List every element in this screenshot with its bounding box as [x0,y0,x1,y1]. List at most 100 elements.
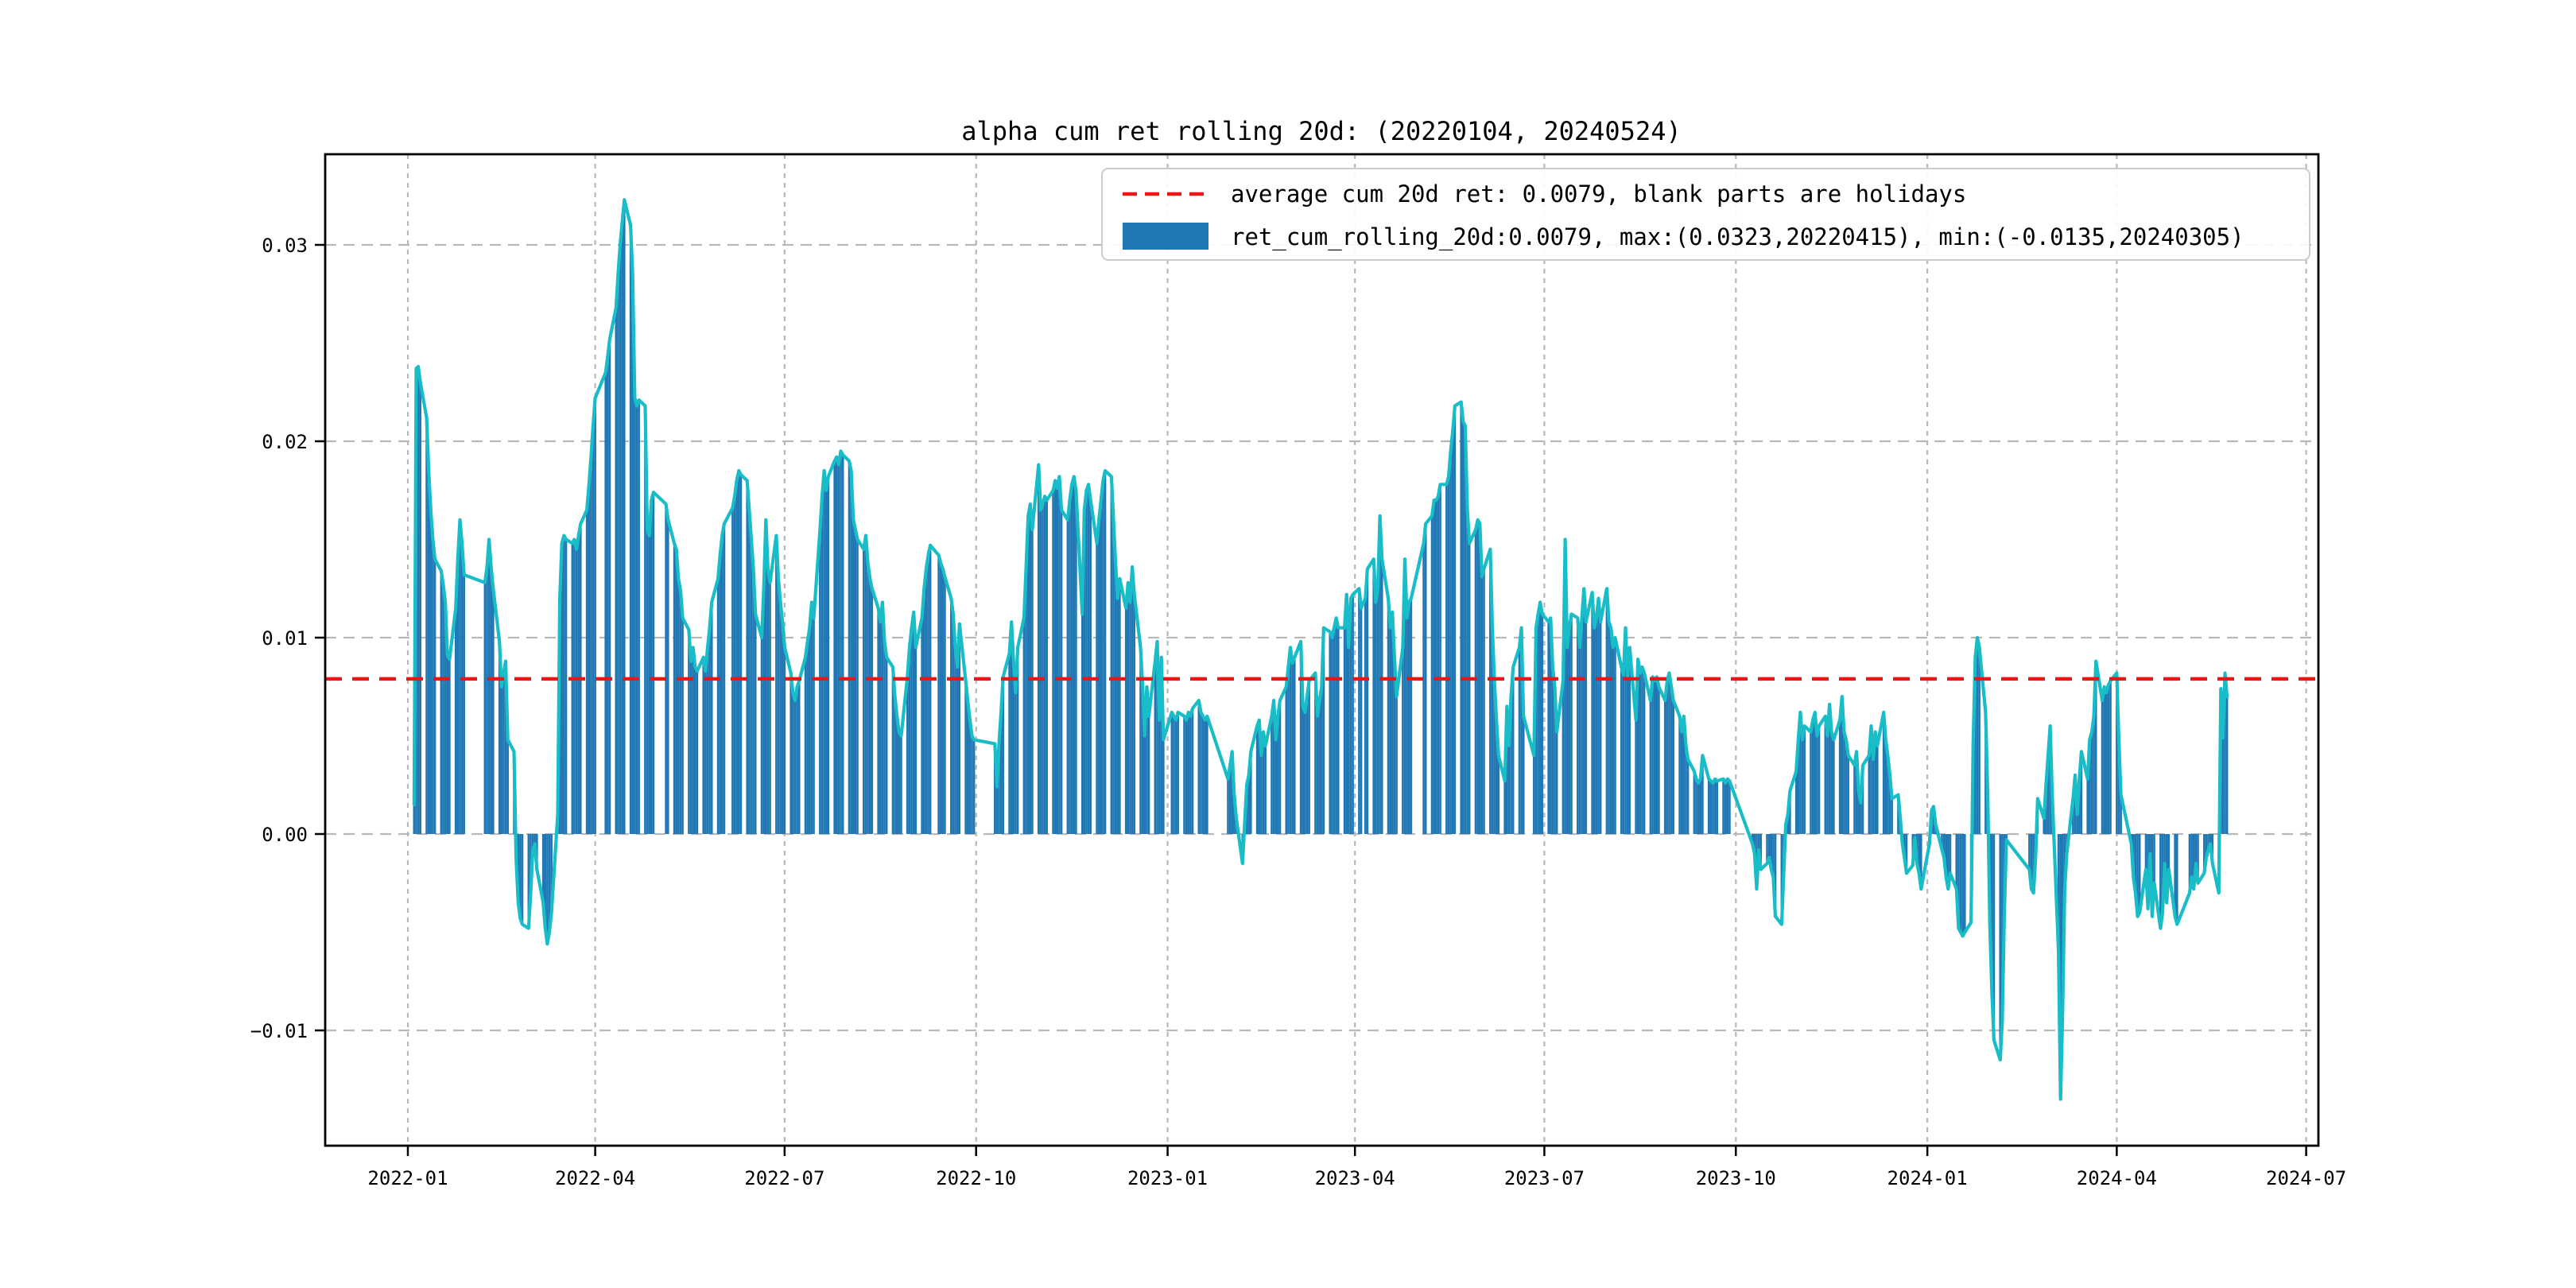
bar [929,545,932,834]
bar [895,716,898,834]
bar [1262,731,1265,834]
bar [623,200,626,834]
bar [646,530,649,834]
bar [1522,716,1525,834]
bar [1533,755,1535,834]
bar [2089,739,2091,834]
bar [2175,834,2178,925]
bar [1080,614,1084,834]
bar [1814,712,1817,834]
bar [1653,681,1656,834]
bar [1348,647,1350,834]
bar [2090,731,2093,834]
bar [1087,484,1090,834]
y-tick-label-0.01: 0.01 [262,627,308,650]
bar [2030,834,2033,890]
bar [619,245,622,834]
bar [1097,519,1100,834]
bar [1914,834,1916,838]
bar [588,484,591,834]
bar [835,456,838,834]
bar [706,647,709,834]
bar [1853,765,1856,834]
bar [2080,751,2083,834]
bar [1131,567,1134,834]
bar [1422,543,1425,834]
bar [1565,647,1569,834]
bar [1941,834,1943,850]
bar [752,568,755,834]
bar [1497,755,1500,834]
bar [708,627,711,834]
bar [1699,778,1702,834]
bar [1143,735,1146,834]
bar [1260,755,1263,834]
bar [1816,735,1818,834]
bar [440,571,443,834]
bar [2094,661,2097,834]
bar [1597,598,1600,834]
bar [1658,686,1660,834]
bar [1753,834,1756,854]
bar [937,555,940,834]
bar [968,720,972,834]
bar [1042,504,1044,834]
x-tick-label-2024-04: 2024-04 [2077,1167,2157,1189]
line-series [412,198,2229,1101]
plot-border [324,153,2320,1147]
bar [1643,673,1646,834]
bar [1789,790,1791,834]
bar [1759,834,1763,870]
bar [1278,700,1282,834]
bar [541,834,545,903]
bar [1272,700,1275,834]
bar [689,661,692,834]
bar [1464,425,1467,834]
bar [762,586,765,834]
bar [2165,834,2168,903]
bar [490,567,493,834]
bar [1462,421,1465,834]
bar [1564,539,1566,834]
bar [1402,647,1404,834]
bar [506,739,509,834]
bar [1022,618,1026,834]
bar [575,549,578,834]
bar [1070,484,1073,834]
bar [1612,647,1615,834]
bar [1329,631,1332,834]
bar [735,480,738,834]
bar [810,602,813,834]
bar [419,382,422,834]
bar [621,221,623,834]
bar [2105,692,2108,834]
bar [502,673,505,834]
bar [999,712,1003,834]
bar [1170,712,1174,834]
bar [1585,622,1588,834]
bar [956,667,959,834]
bar [2161,834,2164,913]
bar [1085,490,1088,834]
bar [1999,834,2002,1061]
bar [608,339,611,834]
bar [1897,794,1899,834]
bar [1410,598,1413,834]
bar [841,455,844,834]
legend-label-average: average cum 20d ret: 0.0079, blank parts… [1231,180,1966,208]
bar [1728,781,1731,834]
bar [1345,594,1348,834]
bar [1449,451,1452,834]
bar [533,834,537,844]
bar [1830,731,1833,834]
bar [1349,598,1352,834]
bar [1489,549,1492,834]
bar [719,555,722,834]
bar [1012,661,1015,834]
bar [1376,588,1379,834]
bar [1608,622,1610,834]
bar [2001,834,2004,1021]
bar [573,539,576,834]
bar [1636,659,1639,834]
bar [764,519,767,834]
